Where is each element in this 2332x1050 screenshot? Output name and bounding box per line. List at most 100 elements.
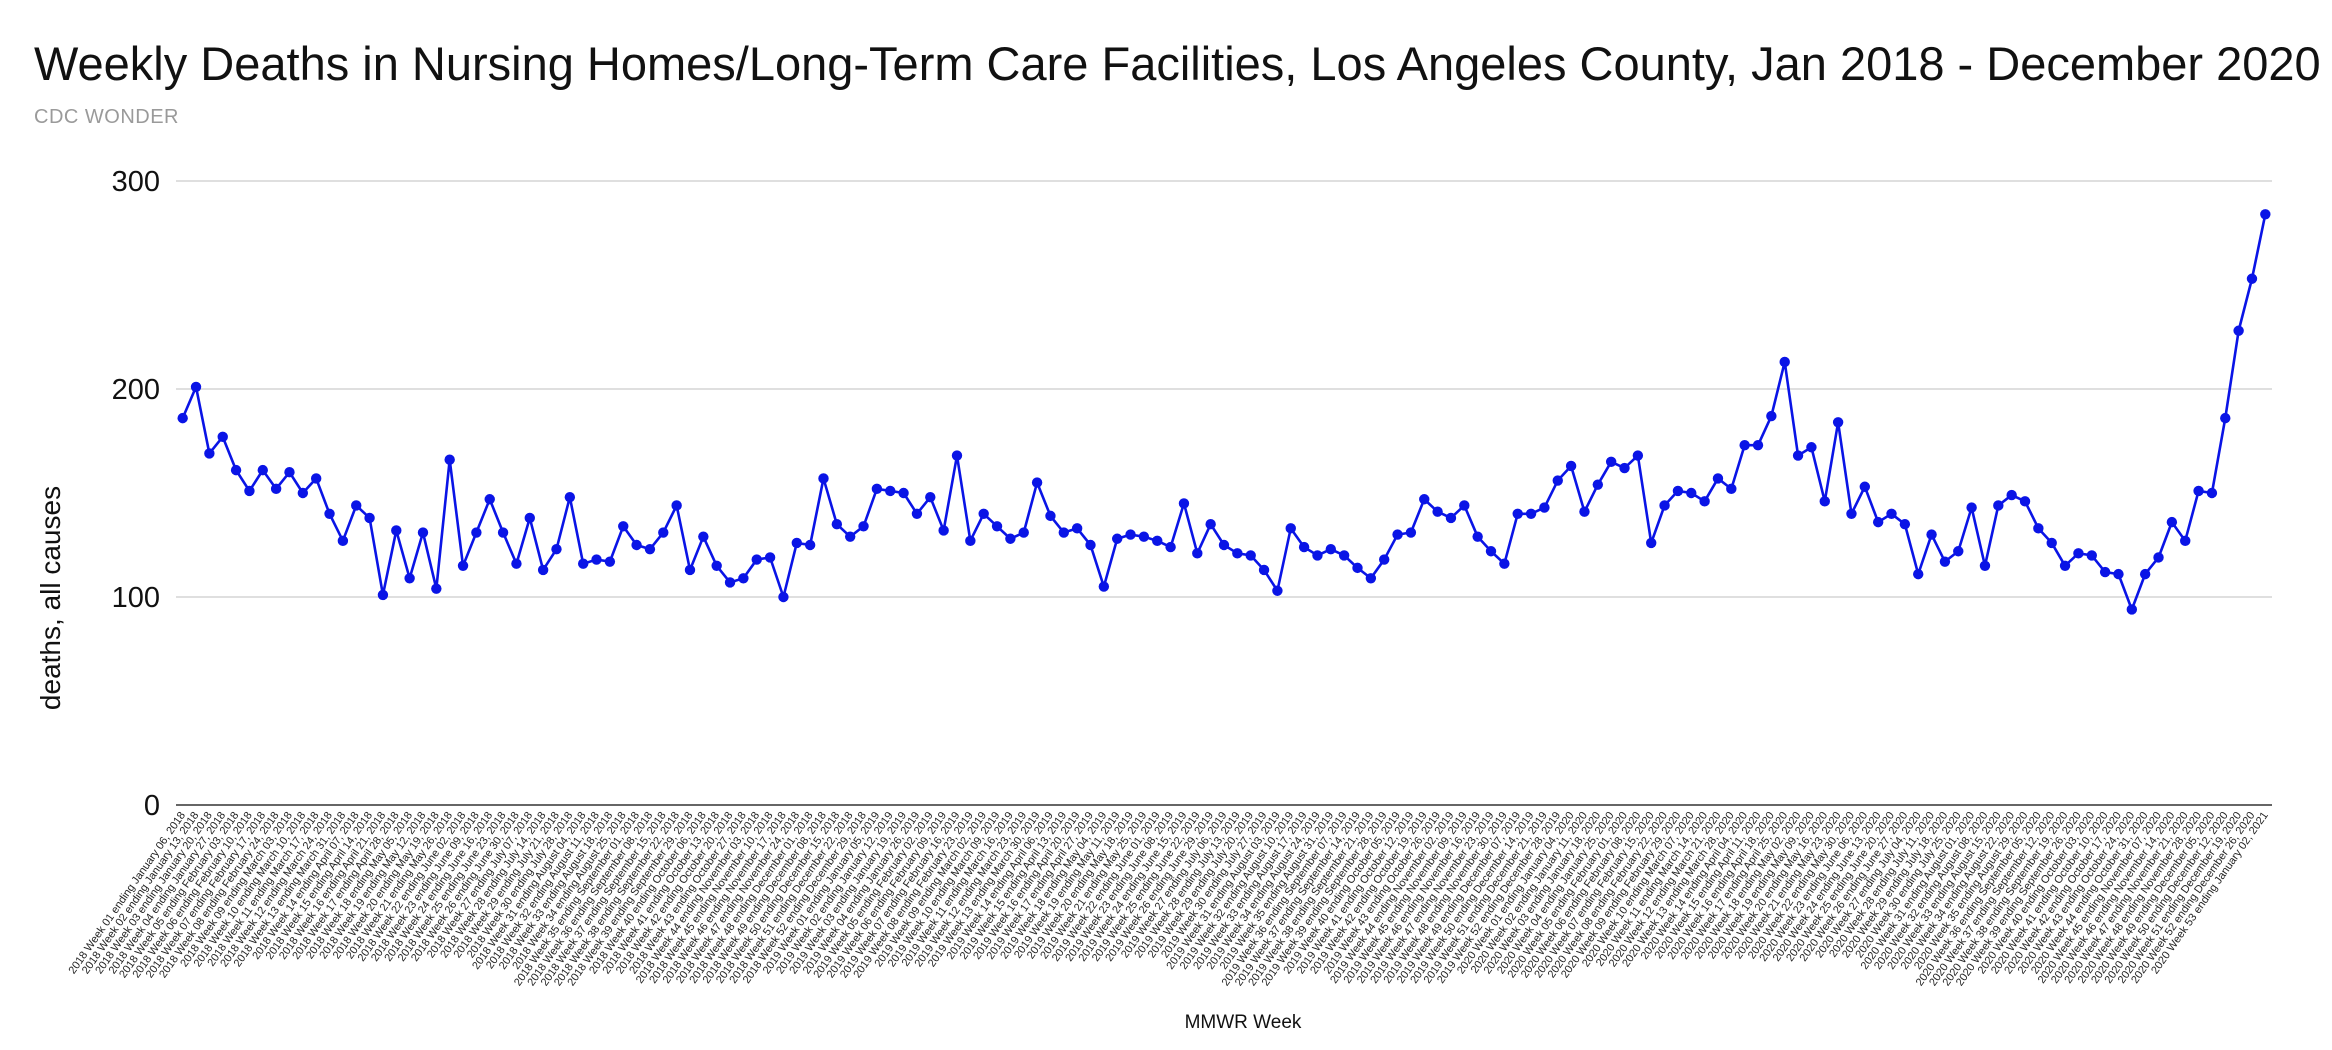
data-point bbox=[2126, 604, 2138, 615]
data-point bbox=[1872, 516, 1884, 528]
data-point bbox=[831, 519, 843, 530]
data-point bbox=[1859, 481, 1871, 492]
data-point bbox=[511, 558, 522, 569]
data-point bbox=[1699, 496, 1710, 507]
data-point bbox=[2019, 496, 2031, 507]
data-point bbox=[1258, 564, 1270, 576]
data-point bbox=[190, 381, 202, 393]
data-point bbox=[1071, 523, 1083, 534]
data-point bbox=[1712, 473, 1724, 484]
data-point bbox=[1646, 537, 1657, 549]
data-point bbox=[1432, 506, 1443, 517]
data-point bbox=[351, 500, 362, 511]
data-point bbox=[2113, 568, 2124, 580]
x-axis-ticks: 2018 Week 01 ending January 06, 20182018… bbox=[67, 810, 2271, 989]
data-point bbox=[1886, 508, 1897, 519]
data-point bbox=[1966, 502, 1977, 513]
data-point bbox=[1792, 450, 1804, 461]
data-point bbox=[724, 577, 736, 588]
data-point bbox=[1379, 554, 1390, 565]
data-point bbox=[1365, 573, 1377, 584]
data-point bbox=[1419, 494, 1430, 505]
data-point bbox=[2086, 550, 2097, 561]
data-point bbox=[564, 491, 576, 503]
data-point bbox=[1245, 550, 1256, 561]
data-point bbox=[804, 539, 816, 551]
data-point bbox=[1312, 550, 1323, 561]
data-point bbox=[911, 508, 923, 519]
data-point bbox=[2180, 535, 2191, 547]
data-point bbox=[257, 464, 268, 476]
data-point bbox=[1499, 558, 1510, 569]
data-point bbox=[1913, 568, 1924, 580]
data-point bbox=[1045, 510, 1056, 522]
data-point bbox=[2193, 485, 2204, 497]
data-point bbox=[217, 431, 228, 443]
data-point bbox=[1605, 456, 1617, 467]
data-point bbox=[818, 473, 829, 484]
data-point bbox=[364, 512, 375, 524]
y-tick-label: 100 bbox=[112, 582, 160, 614]
data-point bbox=[1979, 560, 1991, 571]
data-point bbox=[1232, 548, 1243, 559]
data-point bbox=[177, 412, 188, 424]
data-point bbox=[1472, 531, 1483, 542]
data-point bbox=[1579, 506, 1590, 517]
y-tick-label: 300 bbox=[112, 166, 160, 198]
data-point bbox=[1098, 581, 1110, 592]
data-point bbox=[537, 564, 549, 576]
grid-lines bbox=[176, 180, 2272, 806]
data-point bbox=[1138, 531, 1150, 542]
data-point bbox=[1632, 450, 1644, 461]
data-point bbox=[1832, 417, 1844, 428]
data-point bbox=[1272, 585, 1283, 596]
data-point bbox=[1539, 502, 1550, 513]
data-point bbox=[1659, 500, 1670, 511]
data-point bbox=[1085, 539, 1096, 551]
data-point bbox=[324, 508, 335, 519]
data-point bbox=[1125, 529, 1136, 540]
data-point bbox=[1552, 475, 1563, 486]
data-point bbox=[497, 527, 509, 538]
data-point bbox=[1058, 527, 1069, 538]
data-point bbox=[1218, 539, 1230, 551]
data-point bbox=[871, 483, 883, 495]
data-point bbox=[1031, 477, 1043, 488]
data-point bbox=[1993, 500, 2004, 511]
data-point bbox=[1726, 483, 1737, 495]
data-point bbox=[711, 560, 722, 571]
data-point bbox=[391, 525, 402, 536]
data-point bbox=[684, 564, 696, 576]
data-point bbox=[925, 491, 936, 503]
data-point bbox=[1512, 508, 1523, 519]
data-point bbox=[658, 527, 669, 538]
data-point bbox=[1485, 546, 1497, 557]
data-point bbox=[2166, 516, 2178, 528]
data-point bbox=[738, 573, 749, 584]
data-point bbox=[1152, 535, 1163, 547]
data-point bbox=[2153, 552, 2164, 563]
data-point bbox=[1525, 508, 1537, 519]
data-point bbox=[444, 454, 455, 465]
data-point bbox=[337, 535, 349, 547]
data-point bbox=[431, 583, 442, 594]
data-point bbox=[1939, 556, 1951, 567]
data-point bbox=[1565, 460, 1577, 472]
data-point bbox=[1165, 541, 1176, 553]
data-point bbox=[791, 537, 802, 549]
data-point bbox=[1352, 562, 1363, 574]
data-point bbox=[671, 500, 682, 511]
data-point bbox=[1338, 550, 1350, 561]
data-point bbox=[404, 573, 415, 584]
data-point bbox=[2099, 566, 2111, 578]
data-point bbox=[1405, 527, 1417, 538]
data-point bbox=[1819, 496, 1830, 507]
data-point bbox=[2139, 568, 2151, 580]
data-point bbox=[2046, 537, 2057, 549]
data-point bbox=[1619, 462, 1630, 474]
data-point bbox=[1686, 487, 1697, 499]
data-point bbox=[1005, 533, 1016, 544]
data-point bbox=[2233, 325, 2244, 336]
data-point bbox=[631, 539, 642, 551]
